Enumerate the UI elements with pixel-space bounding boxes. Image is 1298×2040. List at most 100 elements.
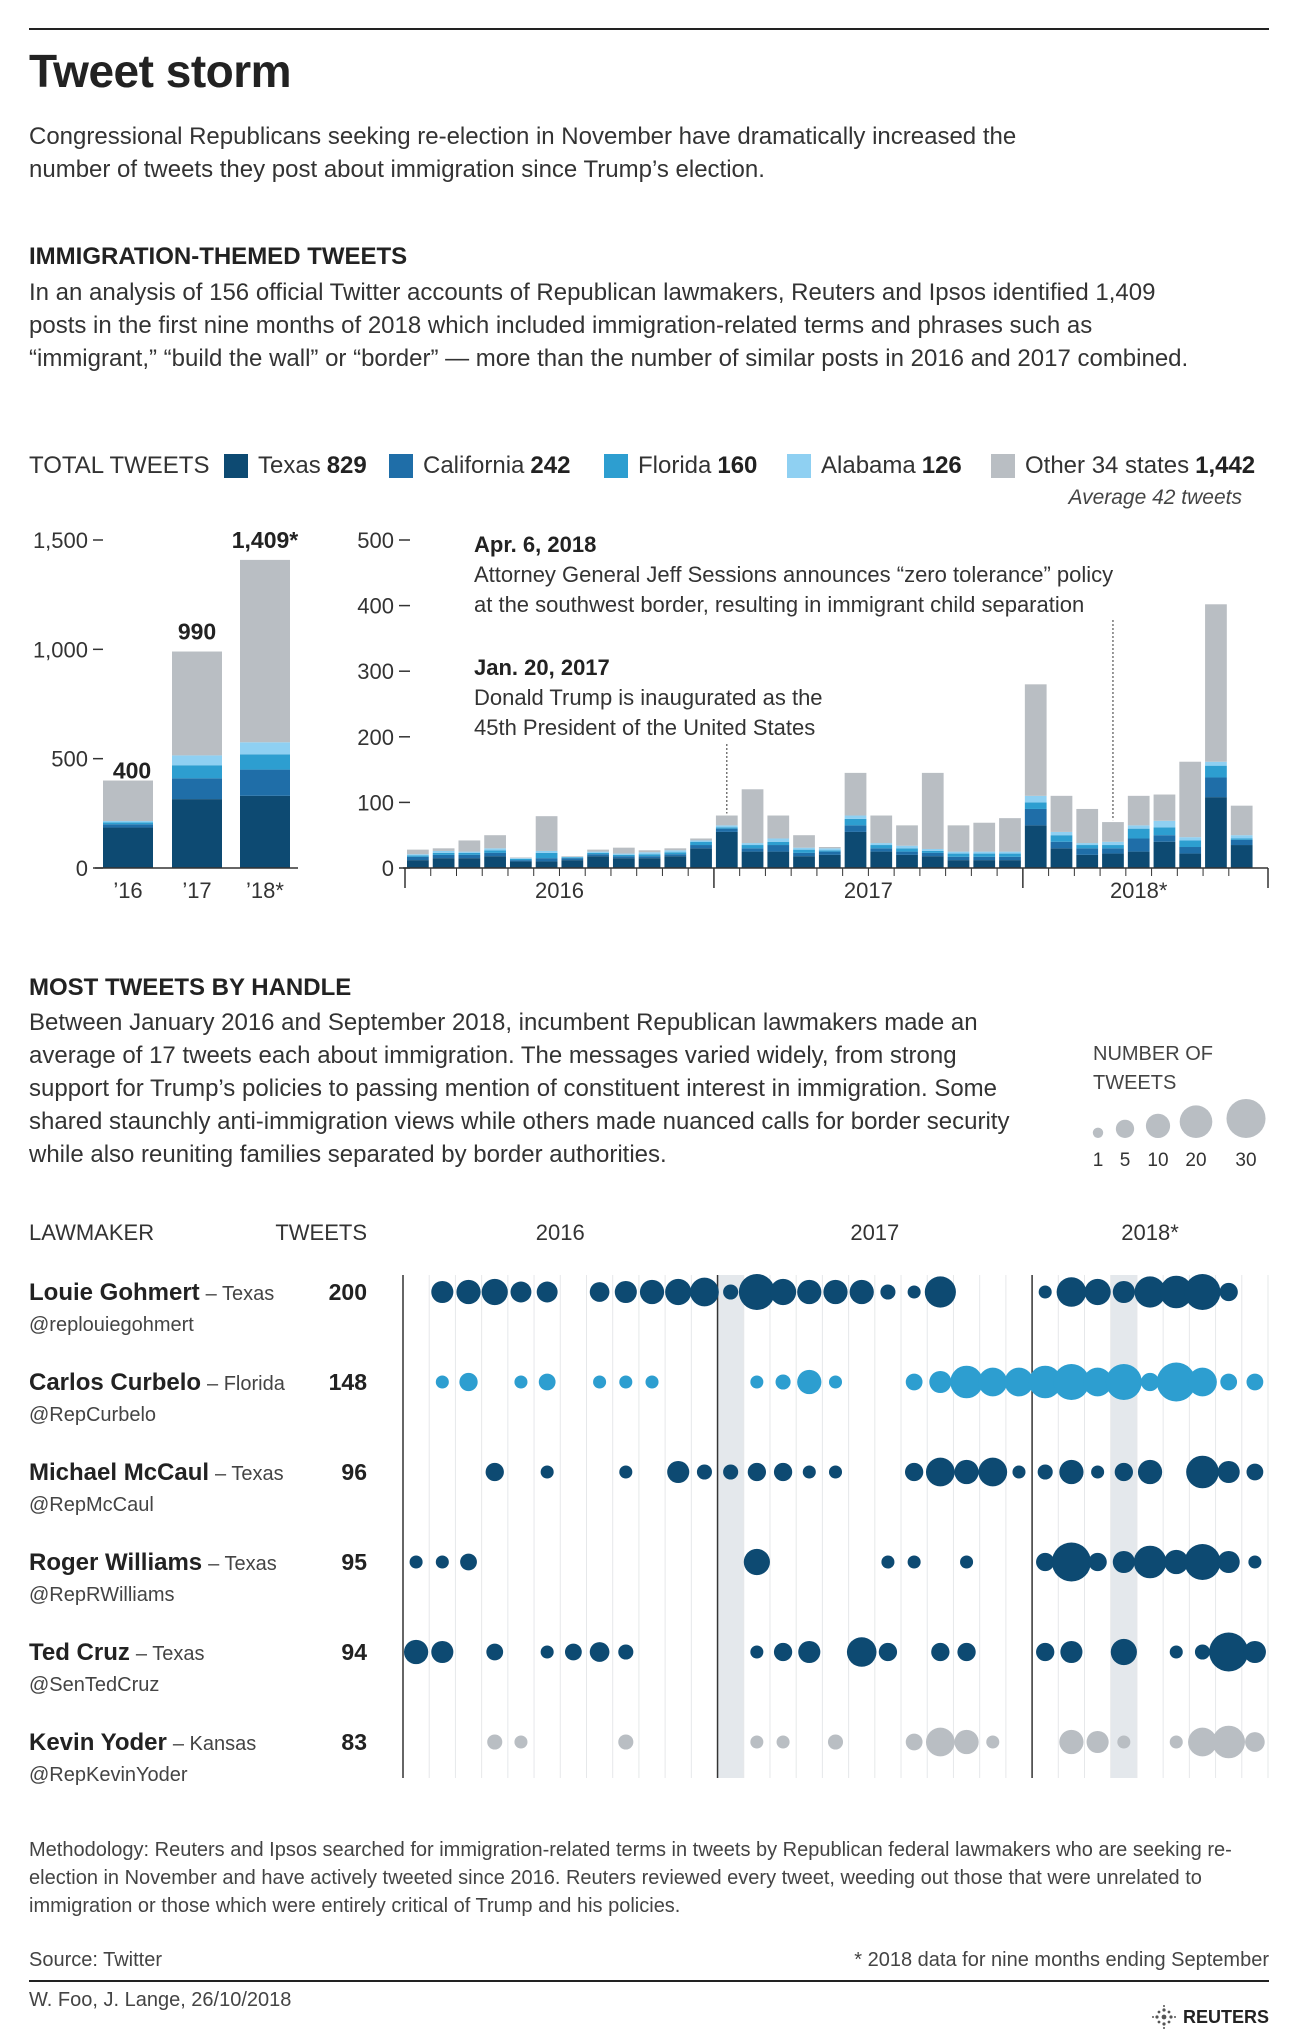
bar-segment: [1050, 835, 1073, 842]
top-rule: [29, 28, 1269, 30]
annotation-text: 45th President of the United States: [474, 715, 815, 740]
tweet-bubble: [696, 1464, 712, 1480]
bar-segment: [172, 755, 222, 766]
bar-segment: [947, 851, 970, 854]
lawmaker-row: Michael McCaul – Texas @RepMcCaul 96: [29, 1455, 1264, 1516]
bar-segment: [896, 848, 918, 852]
bar-segment: [172, 778, 222, 800]
bar-segment: [432, 852, 455, 855]
bar-segment: [818, 851, 841, 855]
tweet-bubble: [1248, 1555, 1262, 1569]
annotation-text: Attorney General Jeff Sessions announces…: [474, 562, 1113, 587]
tweet-bubble: [797, 1369, 822, 1395]
bar-segment: [870, 815, 893, 844]
bar-segment: [1076, 808, 1099, 844]
bar-segment: [1024, 825, 1047, 868]
bar-segment: [1205, 777, 1227, 798]
legend-swatch: [224, 454, 248, 478]
bar-segment: [870, 845, 893, 849]
bar-segment: [844, 831, 867, 868]
tweet-bubble: [775, 1374, 791, 1390]
tweet-bubble: [1053, 1364, 1090, 1400]
size-legend-label: 10: [1147, 1150, 1168, 1170]
tweet-bubble: [1184, 1544, 1221, 1580]
tweet-bubble: [1134, 1276, 1166, 1308]
bar-segment: [1127, 825, 1150, 829]
tweet-bubble: [1059, 1459, 1084, 1485]
bar-segment: [973, 856, 996, 861]
tweet-bubble: [1091, 1465, 1105, 1479]
size-legend-label: 5: [1120, 1150, 1131, 1170]
lawmaker-name-line: Michael McCaul – Texas: [29, 1459, 284, 1486]
monthly-stacked-bar-chart: 500 400 300 200 100 0 2016 2017 2018* Apr. 6, 201…: [357, 528, 1269, 903]
year-label: 2018*: [1110, 878, 1168, 903]
legend-average-note: Average 42 tweets: [1068, 486, 1242, 509]
size-legend-bubble: [1092, 1127, 1104, 1138]
lawmaker-name: Louie Gohmert: [29, 1279, 200, 1306]
lawmaker-tweet-count: 200: [329, 1279, 367, 1305]
section-heading-immigration: IMMIGRATION-THEMED TWEETS: [29, 243, 408, 270]
year-label: 2016: [535, 878, 584, 903]
bar-segment: [1102, 841, 1124, 846]
bar-segment: [509, 858, 532, 861]
bar-segment: [870, 843, 893, 846]
lawmaker-handle: @SenTedCruz: [29, 1674, 159, 1696]
tweet-bubble: [1117, 1735, 1131, 1749]
bar-segment: [947, 825, 970, 852]
legend-swatch: [604, 454, 628, 478]
year-label: 2017: [850, 1220, 899, 1245]
bar-segment: [715, 825, 738, 828]
legend-value: 160: [717, 452, 758, 479]
bar-segment: [612, 847, 635, 854]
tweet-bubble: [514, 1735, 528, 1749]
section-text-immigration: In an analysis of 156 official Twitter a…: [29, 279, 1189, 372]
legend-value: 829: [326, 452, 367, 479]
tweet-bubble: [798, 1640, 821, 1664]
bar-segment: [973, 853, 996, 857]
bar-segment: [973, 860, 996, 868]
y-tick-label: 100: [357, 790, 394, 815]
tweet-bubble: [750, 1375, 764, 1389]
tweet-bubble: [456, 1279, 481, 1305]
tweet-bubble: [776, 1735, 790, 1749]
bar-segment: [638, 854, 661, 857]
tweet-bubble: [1169, 1735, 1183, 1749]
tweet-bubble: [1243, 1640, 1266, 1664]
tweet-bubble: [1112, 1280, 1135, 1304]
bottom-rule: [29, 1980, 1269, 1982]
tweet-bubble: [797, 1279, 822, 1305]
size-legend-label: 30: [1235, 1150, 1256, 1170]
bar-total-label: 400: [113, 758, 151, 784]
legend-item-other: Other 34 states 1,442: [991, 452, 1255, 480]
bar-segment: [535, 852, 558, 859]
bar-segment: [793, 835, 815, 848]
bar-segment: [587, 852, 609, 855]
bar-segment: [240, 754, 290, 770]
lawmaker-handle: @RepKevinYoder: [29, 1764, 188, 1786]
bar-segment: [664, 856, 687, 868]
legend-swatch: [991, 454, 1015, 478]
lawmaker-handle: @RepRWilliams: [29, 1584, 175, 1606]
bar-segment: [947, 860, 970, 868]
color-legend: TOTAL TWEETS Texas 829 California 242 Flor…: [29, 452, 1269, 488]
lawmaker-name-line: Kevin Yoder – Kansas: [29, 1729, 256, 1756]
bar-segment: [664, 854, 687, 857]
tweet-bubble: [878, 1642, 898, 1662]
methodology-note: Methodology: Reuters and Ipsos searched …: [29, 1839, 1232, 1917]
bar-segment: [715, 831, 738, 868]
x-tick-label: ’18*: [246, 878, 284, 903]
tweet-bubble: [481, 1278, 508, 1306]
tweet-bubble: [929, 1370, 952, 1394]
bar-segment: [844, 825, 867, 832]
tweet-bubble: [827, 1734, 844, 1750]
tweet-bubble: [564, 1643, 582, 1661]
tweet-bubble: [460, 1553, 477, 1571]
tweet-bubble: [619, 1375, 633, 1389]
bar-segment: [1153, 827, 1176, 836]
page-subtitle: Congressional Republicans seeking re-ele…: [29, 123, 1017, 183]
bar-segment: [1127, 795, 1150, 826]
legend-name: Florida: [638, 452, 712, 479]
lawmaker-state: – Texas: [206, 1283, 275, 1305]
tweet-bubble: [614, 1280, 637, 1304]
bar-segment: [870, 851, 893, 868]
